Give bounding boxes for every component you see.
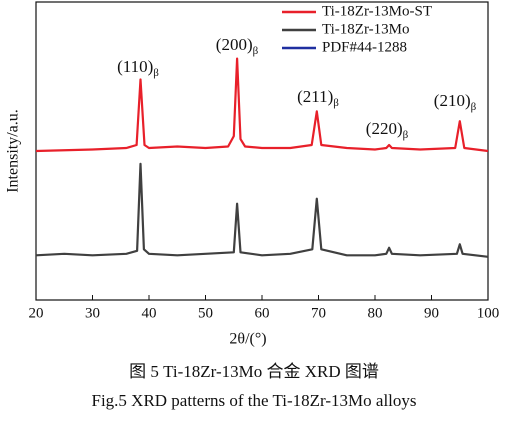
peak-annotation: (220)β — [366, 119, 409, 141]
caption-en: Fig.5 XRD patterns of the Ti-18Zr-13Mo a… — [91, 391, 416, 410]
peak-annotation-sub: β — [471, 101, 477, 113]
peak-annotation: (211)β — [297, 87, 339, 109]
series-line — [35, 162, 489, 258]
legend-label: Ti-18Zr-13Mo-ST — [322, 3, 432, 19]
peak-annotation-text: (110) — [117, 57, 153, 76]
peak-annotation-text: (220) — [366, 119, 403, 138]
x-tick-label: 90 — [424, 305, 439, 321]
x-axis-label: 2θ/(°) — [229, 331, 266, 348]
x-tick-label: 40 — [142, 305, 157, 321]
caption-cn: 图 5 Ti-18Zr-13Mo 合金 XRD 图谱 — [129, 362, 379, 381]
peak-annotation-sub: β — [153, 67, 159, 79]
legend-label: PDF#44-1288 — [322, 39, 407, 55]
peak-annotation: (200)β — [216, 35, 259, 57]
x-tick-label: 30 — [85, 305, 100, 321]
peak-annotation-text: (210) — [434, 91, 471, 110]
x-tick-label: 80 — [368, 305, 383, 321]
peak-annotation: (210)β — [434, 91, 477, 113]
x-tick-label: 70 — [311, 305, 326, 321]
series-line — [35, 57, 489, 153]
peak-annotation-sub: β — [403, 129, 409, 141]
peak-annotation-sub: β — [253, 45, 259, 57]
y-axis-label: Intensity/a.u. — [5, 109, 22, 193]
x-tick-label: 100 — [477, 305, 500, 321]
peak-annotation-text: (211) — [297, 87, 333, 106]
x-tick-label: 60 — [255, 305, 270, 321]
peak-annotation-text: (200) — [216, 35, 253, 54]
x-tick-label: 50 — [198, 305, 213, 321]
peak-annotation: (110)β — [117, 57, 159, 79]
x-tick-label: 20 — [29, 305, 44, 321]
peak-annotation-sub: β — [333, 97, 339, 109]
legend-label: Ti-18Zr-13Mo — [322, 21, 410, 37]
